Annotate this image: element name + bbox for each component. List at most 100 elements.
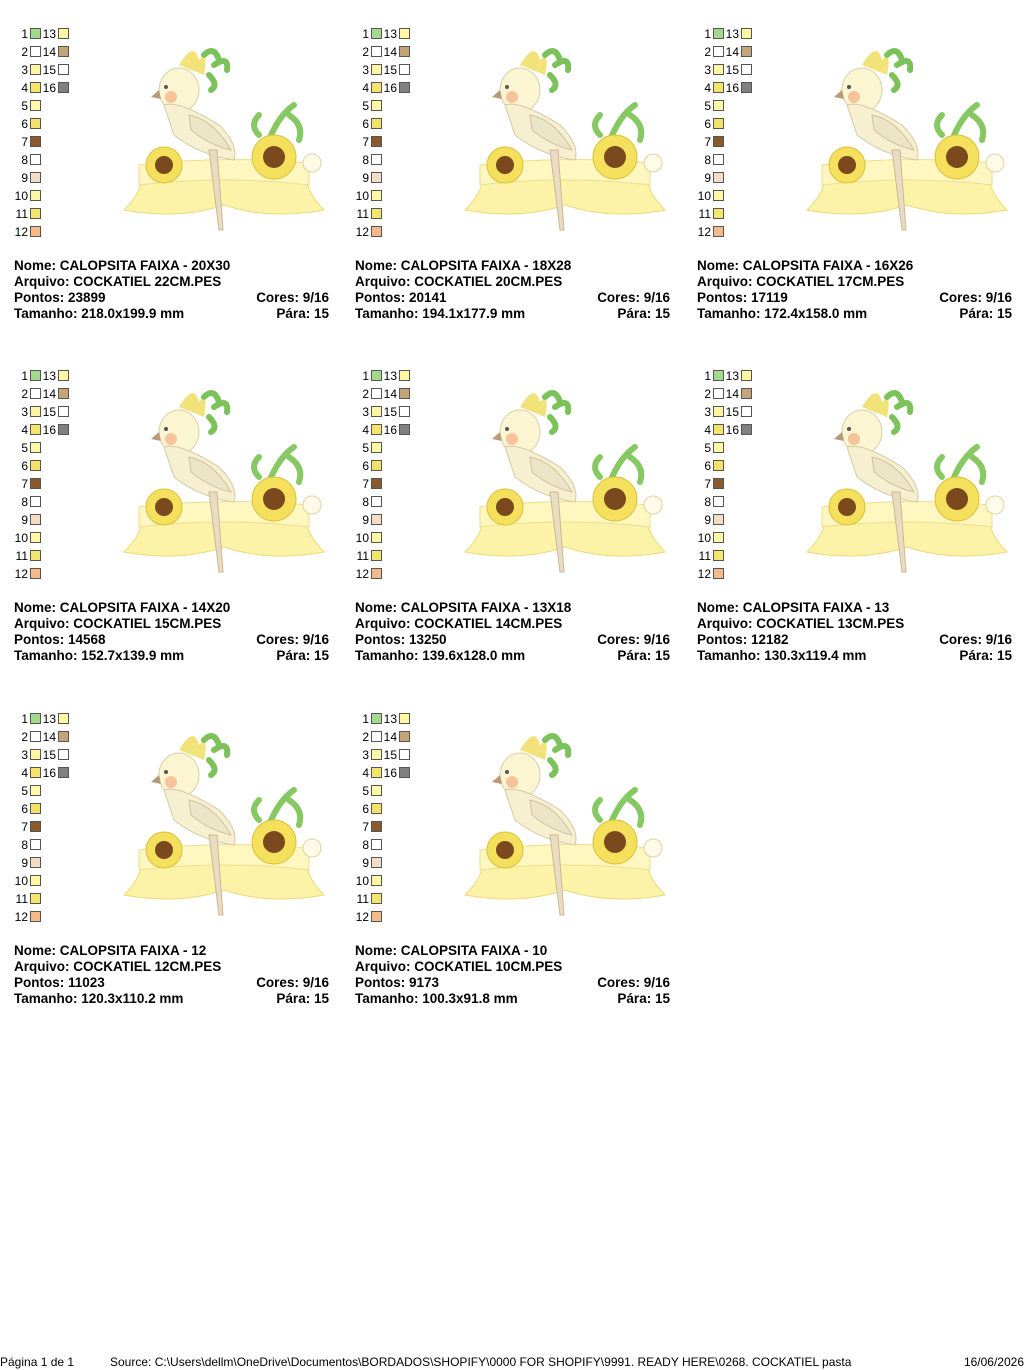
color-number: 11 (698, 207, 711, 221)
color-number: 16 (725, 81, 739, 95)
info-value: 15 (996, 648, 1012, 663)
color-number: 1 (21, 369, 28, 383)
color-number: 11 (356, 207, 369, 221)
color-number: 13 (42, 27, 56, 41)
info-line: Arquivo: COCKATIEL 12CM.PES (14, 959, 221, 975)
info-line: Nome: CALOPSITA FAIXA - 16X26 (697, 258, 913, 274)
color-swatch (371, 100, 382, 111)
color-number: 12 (697, 225, 711, 239)
color-number: 1 (362, 27, 369, 41)
color-swatch (30, 136, 41, 147)
color-swatch (30, 64, 41, 75)
color-swatch (58, 406, 69, 417)
info-line: Cores: 9/16 (939, 632, 1012, 648)
info-line: Nome: CALOPSITA FAIXA - 12 (14, 943, 206, 959)
info-label: Nome: (355, 258, 398, 273)
info-label: Tamanho: (14, 991, 78, 1006)
color-number: 10 (697, 531, 711, 545)
color-number: 6 (704, 459, 711, 473)
color-number: 11 (15, 207, 28, 221)
color-number: 12 (355, 567, 369, 581)
color-swatch (399, 424, 410, 435)
color-swatch (741, 64, 752, 75)
info-value: CALOPSITA FAIXA - 13 (742, 600, 890, 615)
color-number: 1 (362, 712, 369, 726)
color-number: 12 (14, 567, 28, 581)
color-swatch (371, 568, 382, 579)
color-swatch (399, 46, 410, 57)
color-number: 12 (697, 567, 711, 581)
color-number: 6 (704, 117, 711, 131)
color-swatch (30, 821, 41, 832)
color-swatch (30, 460, 41, 471)
color-number: 1 (704, 369, 711, 383)
info-line: Tamanho: 139.6x128.0 mm (355, 648, 525, 664)
color-number: 14 (383, 387, 397, 401)
color-swatch (30, 154, 41, 165)
color-number: 7 (362, 477, 369, 491)
color-number: 10 (14, 874, 28, 888)
color-number: 13 (725, 369, 739, 383)
color-swatch (399, 370, 410, 381)
color-swatch (713, 82, 724, 93)
design-image (119, 387, 329, 582)
color-swatch (399, 731, 410, 742)
color-swatch (399, 28, 410, 39)
color-swatch (371, 478, 382, 489)
color-swatch (713, 190, 724, 201)
color-number: 9 (704, 513, 711, 527)
color-swatch (371, 190, 382, 201)
color-number: 1 (362, 369, 369, 383)
color-swatch (58, 64, 69, 75)
color-swatch (30, 496, 41, 507)
info-label: Pontos: (355, 632, 406, 647)
info-value: COCKATIEL 17CM.PES (756, 274, 905, 289)
color-number: 5 (704, 99, 711, 113)
color-number: 15 (42, 748, 56, 762)
color-number: 12 (355, 910, 369, 924)
info-label: Cores: (597, 290, 640, 305)
info-line: Cores: 9/16 (256, 632, 329, 648)
info-value: 172.4x158.0 mm (764, 306, 868, 321)
color-number: 9 (21, 856, 28, 870)
color-number: 7 (21, 135, 28, 149)
color-swatch (713, 28, 724, 39)
color-number: 7 (362, 820, 369, 834)
color-swatch (371, 154, 382, 165)
color-number: 2 (362, 387, 369, 401)
info-value: 9/16 (302, 632, 329, 647)
color-number: 14 (383, 730, 397, 744)
color-swatch (58, 767, 69, 778)
info-value: 20141 (409, 290, 447, 305)
color-number: 5 (362, 99, 369, 113)
info-line: Pontos: 11023 (14, 975, 105, 991)
color-number: 9 (362, 513, 369, 527)
info-label: Cores: (256, 632, 299, 647)
color-swatch (58, 370, 69, 381)
info-label: Nome: (355, 943, 398, 958)
color-swatch (30, 478, 41, 489)
info-value: 12182 (751, 632, 789, 647)
info-value: 120.3x110.2 mm (81, 991, 184, 1006)
color-swatch (713, 136, 724, 147)
color-number: 3 (362, 63, 369, 77)
color-swatch (30, 911, 41, 922)
info-value: 15 (654, 306, 670, 321)
color-number: 13 (383, 369, 397, 383)
color-swatch (30, 713, 41, 724)
info-line: Arquivo: COCKATIEL 13CM.PES (697, 616, 904, 632)
info-label: Nome: (697, 258, 740, 273)
color-number: 12 (355, 225, 369, 239)
info-value: 130.3x119.4 mm (764, 648, 867, 663)
info-value: 11023 (68, 975, 105, 990)
color-swatch (371, 82, 382, 93)
design-card: 1 2 3 4 5 6 7 8 9 10 11 12 13 14 15 16 Nome: CALOPSITA … (697, 0, 1012, 330)
color-swatch (30, 767, 41, 778)
color-swatch (58, 424, 69, 435)
design-preview (463, 48, 667, 231)
info-label: Nome: (355, 600, 398, 615)
color-swatch (371, 424, 382, 435)
info-label: Nome: (14, 258, 57, 273)
color-swatch (30, 82, 41, 93)
info-value: 9/16 (985, 290, 1012, 305)
